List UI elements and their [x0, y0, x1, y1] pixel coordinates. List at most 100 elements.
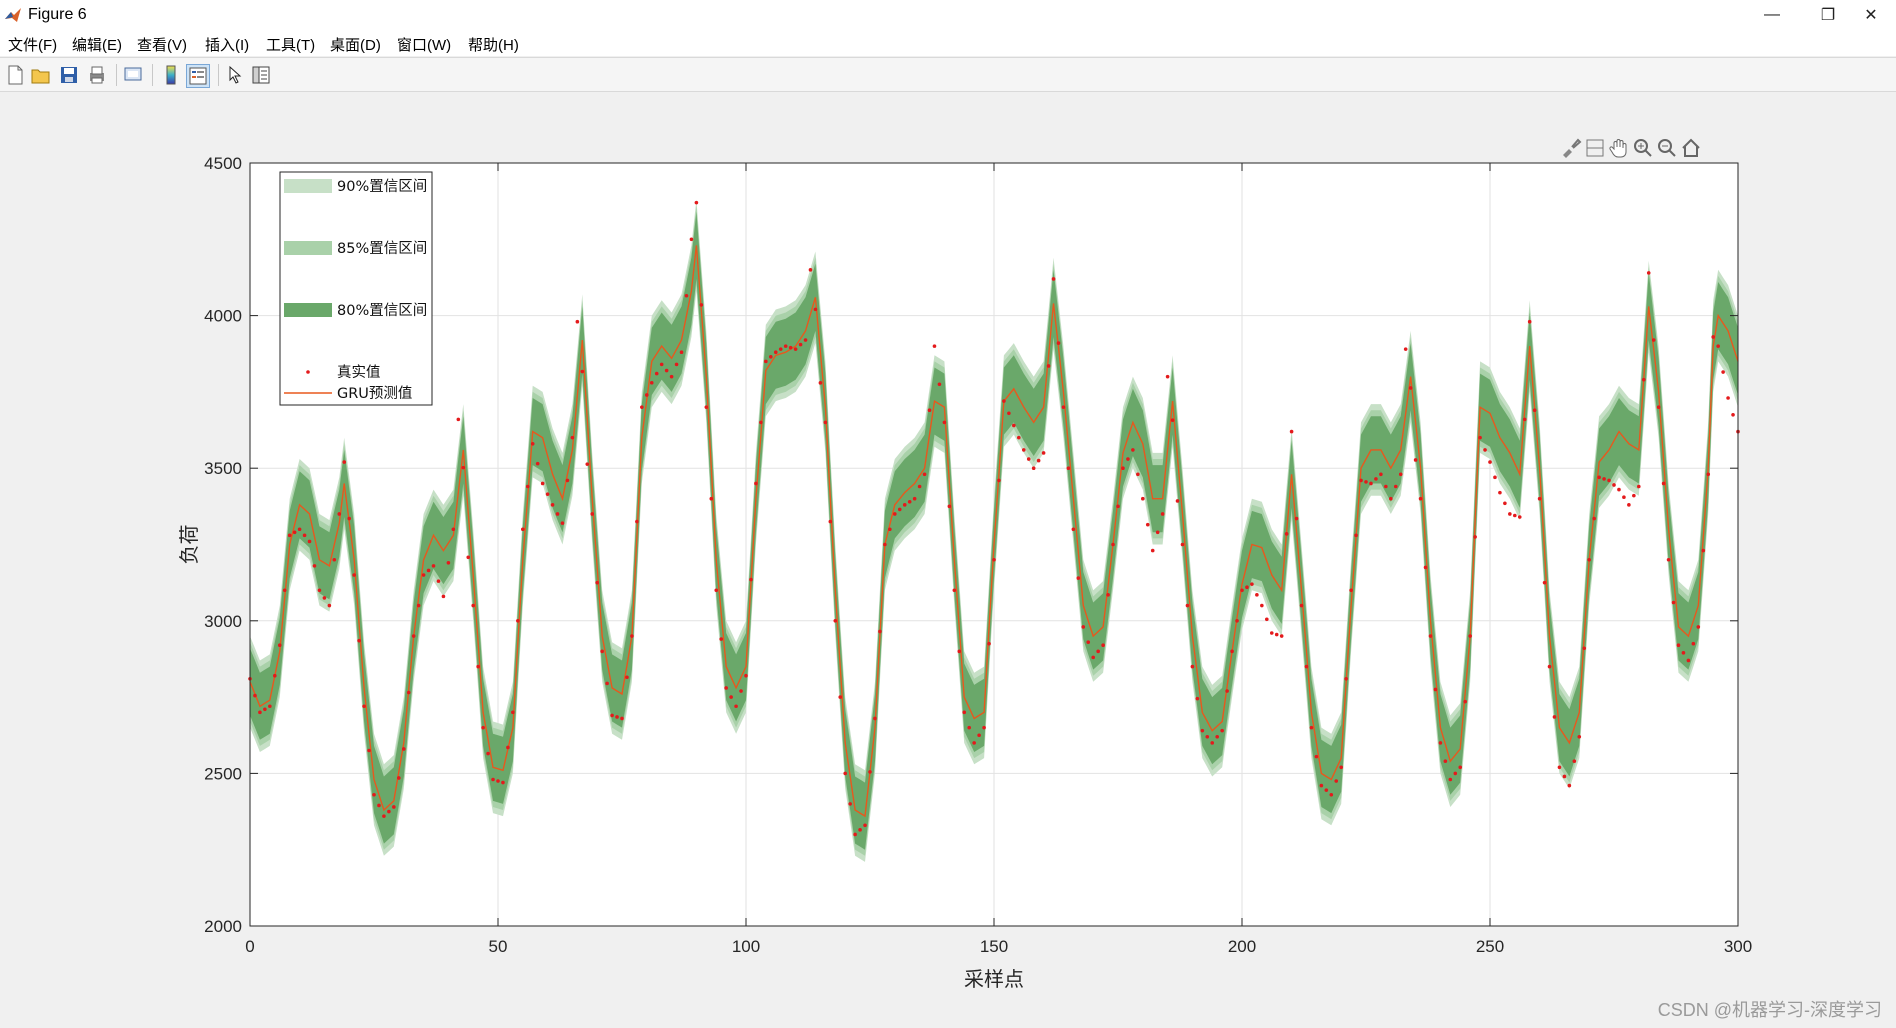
- actual-point: [1483, 448, 1487, 452]
- prediction-line: [249, 245, 1739, 818]
- print-preview-icon[interactable]: [122, 64, 144, 86]
- save-icon[interactable]: [58, 64, 80, 86]
- actual-point: [818, 381, 823, 385]
- pan-icon[interactable]: [1608, 137, 1630, 159]
- actual-point: [828, 519, 833, 524]
- minimize-button[interactable]: —: [1764, 6, 1780, 23]
- print-icon[interactable]: [86, 64, 108, 86]
- actual-point: [372, 792, 376, 797]
- actual-point: [1255, 593, 1259, 597]
- menu-window[interactable]: 窗口(W): [397, 37, 452, 54]
- actual-point: [1329, 792, 1334, 797]
- actual-point: [1076, 576, 1081, 580]
- watermark: CSDN @机器学习-深度学习: [1657, 1000, 1882, 1020]
- actual-point: [1433, 687, 1438, 692]
- new-figure-icon[interactable]: [4, 64, 26, 86]
- actual-point: [1532, 408, 1537, 413]
- actual-point: [1036, 458, 1041, 463]
- actual-point: [754, 481, 758, 486]
- actual-point: [560, 521, 565, 525]
- menu-help[interactable]: 帮助(H): [468, 37, 519, 54]
- actual-point: [1265, 617, 1269, 622]
- actual-point: [729, 695, 733, 699]
- actual-point: [1542, 580, 1547, 585]
- actual-point: [744, 673, 748, 678]
- legend-box: [279, 171, 433, 406]
- actual-point: [704, 405, 709, 409]
- y-axis-label: 负荷: [177, 525, 201, 565]
- actual-point: [1408, 386, 1413, 390]
- actual-point: [590, 512, 595, 516]
- legend-swatch: [284, 179, 332, 193]
- actual-point: [1200, 728, 1205, 733]
- actual-point: [640, 405, 644, 409]
- zoom-in-icon[interactable]: [1632, 137, 1654, 159]
- close-button[interactable]: ✕: [1864, 7, 1878, 24]
- actual-point: [1141, 496, 1145, 501]
- actual-point: [1681, 651, 1686, 655]
- open-folder-icon[interactable]: [30, 64, 52, 86]
- window-title: Figure 6: [28, 6, 87, 23]
- actual-point: [783, 344, 788, 348]
- actual-point: [1651, 338, 1656, 342]
- actual-point: [1389, 496, 1393, 501]
- actual-point: [1632, 493, 1636, 498]
- actual-point: [1185, 603, 1190, 608]
- actual-point: [1012, 423, 1016, 428]
- pointer-icon[interactable]: [224, 64, 246, 86]
- actual-point: [406, 690, 411, 695]
- actual-point: [863, 823, 867, 828]
- zoom-out-icon[interactable]: [1656, 137, 1678, 159]
- actual-point: [466, 555, 471, 560]
- actual-point: [1046, 364, 1051, 368]
- menu-desktop[interactable]: 桌面(D): [330, 37, 381, 54]
- home-icon[interactable]: [1680, 137, 1702, 159]
- actual-point: [664, 368, 669, 373]
- actual-point: [1066, 466, 1071, 471]
- x-tick-label: 0: [245, 937, 254, 956]
- figure-toolbar: [0, 57, 1896, 92]
- actual-point: [1587, 557, 1591, 562]
- actual-point: [962, 710, 967, 715]
- actual-point: [570, 435, 575, 440]
- actual-point: [1612, 483, 1616, 487]
- data-cursor-icon[interactable]: [1584, 137, 1606, 159]
- actual-point: [1210, 741, 1215, 745]
- legend-icon[interactable]: [186, 64, 210, 88]
- menu-view[interactable]: 查看(V): [137, 37, 187, 54]
- actual-point: [635, 519, 639, 524]
- actual-point: [1071, 527, 1076, 532]
- actual-point: [1359, 478, 1363, 483]
- actual-point: [471, 603, 476, 608]
- actual-point: [1160, 512, 1165, 516]
- actual-point: [511, 710, 515, 715]
- actual-point: [451, 527, 456, 532]
- menu-tools[interactable]: 工具(T): [266, 37, 316, 54]
- actual-point: [972, 741, 976, 745]
- actual-point: [1627, 503, 1631, 507]
- actual-point: [937, 382, 942, 387]
- menu-edit[interactable]: 编辑(E): [72, 37, 122, 54]
- actual-point: [1041, 451, 1046, 455]
- actual-point: [605, 681, 609, 686]
- restore-button[interactable]: ❐: [1820, 7, 1836, 24]
- menu-file[interactable]: 文件(F): [8, 37, 58, 54]
- actual-point: [302, 533, 307, 538]
- menu-insert[interactable]: 插入(I): [205, 37, 250, 54]
- brush-icon[interactable]: [1560, 137, 1582, 159]
- property-inspector-icon[interactable]: [250, 64, 272, 86]
- y-tick-label: 4500: [204, 154, 242, 173]
- y-tick-label: 2000: [204, 917, 242, 936]
- actual-point: [1344, 676, 1348, 681]
- actual-point: [942, 420, 947, 425]
- x-tick-label: 50: [489, 937, 508, 956]
- actual-point: [565, 478, 570, 483]
- actual-point: [1458, 765, 1463, 770]
- actual-point: [297, 527, 302, 532]
- actual-point: [1131, 448, 1135, 452]
- colorbar-icon[interactable]: [160, 64, 182, 86]
- actual-point: [1562, 774, 1567, 779]
- legend-label: 85%置信区间: [337, 240, 427, 257]
- actual-point: [1686, 658, 1691, 663]
- actual-point: [1418, 496, 1423, 501]
